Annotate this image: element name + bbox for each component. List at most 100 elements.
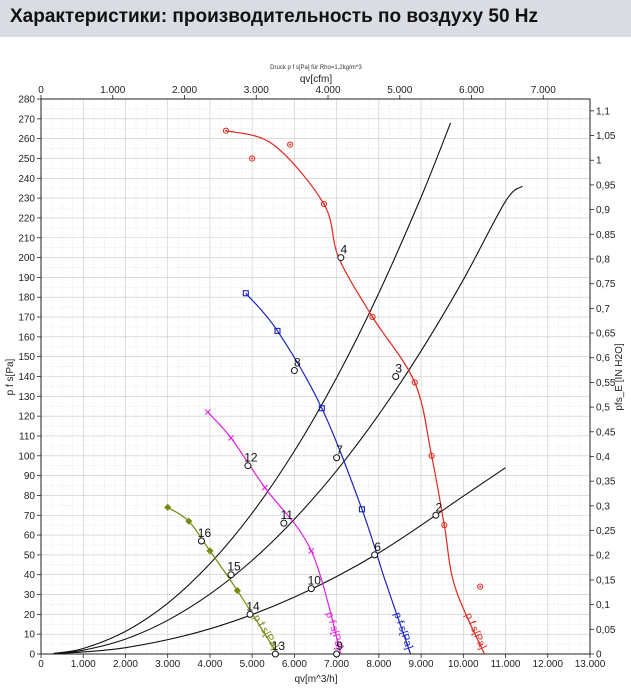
y2-tick-label: 0,65	[596, 329, 616, 340]
series-marker	[206, 547, 214, 555]
y-tick-label: 70	[24, 511, 36, 522]
y2-tick-label: 0,6	[596, 353, 610, 364]
y2-tick-label: 0,3	[596, 501, 610, 512]
y2-tick-label: 0,05	[596, 625, 616, 636]
y2-axis-label: pfs_E [IN H2O]	[614, 343, 625, 410]
series-marker	[233, 587, 241, 595]
series-marker-dot	[224, 129, 227, 132]
y-tick-label: 160	[18, 332, 35, 343]
y-tick-label: 20	[24, 610, 36, 621]
operating-point	[333, 650, 341, 658]
series-marker	[274, 327, 281, 334]
operating-point-label: 8	[294, 356, 301, 370]
y2-tick-label: 0,4	[596, 452, 610, 463]
operating-point-label: 10	[308, 574, 322, 588]
x2-tick-label: 1.000	[100, 85, 125, 96]
y-tick-label: 280	[18, 95, 35, 106]
y-tick-label: 200	[18, 253, 35, 264]
series-marker-dot	[430, 454, 433, 457]
y-tick-label: 240	[18, 174, 35, 185]
system-curve	[53, 122, 452, 654]
y2-tick-label: 0,7	[596, 304, 610, 315]
x2-tick-label: 7.000	[531, 85, 556, 96]
x-tick-label: 8.000	[366, 659, 391, 670]
y-tick-label: 250	[18, 154, 35, 165]
x-tick-label: 4.000	[197, 659, 222, 670]
operating-point	[246, 610, 254, 618]
x-tick-label: 12.000	[532, 659, 563, 670]
y-tick-label: 140	[18, 372, 35, 383]
y-tick-label: 80	[24, 491, 36, 502]
operating-point	[337, 254, 345, 262]
operating-point	[432, 511, 440, 519]
system-curve	[53, 185, 523, 655]
y-tick-label: 90	[24, 471, 36, 482]
y-tick-label: 120	[18, 412, 35, 423]
y-tick-label: 40	[24, 570, 36, 581]
x2-tick-label: 4.000	[316, 85, 341, 96]
y2-tick-label: 1,1	[596, 106, 610, 117]
y-tick-label: 180	[18, 293, 35, 304]
series-marker-dot	[322, 203, 325, 206]
operating-point	[290, 367, 298, 375]
y-tick-label: 0	[29, 650, 35, 661]
y-tick-label: 100	[18, 451, 35, 462]
y2-tick-label: 0,2	[596, 551, 610, 562]
chart-title: Druck p f s[Pa] für Rho=1,2kg/m^3	[270, 65, 362, 71]
series-marker	[428, 452, 435, 459]
y-tick-label: 110	[19, 431, 35, 442]
y-tick-label: 30	[24, 590, 36, 601]
x-tick-label: 11.000	[491, 659, 521, 670]
page-header: Характеристики: производительность по во…	[0, 0, 631, 37]
series-line	[207, 411, 342, 655]
operating-point-label: 13	[272, 639, 286, 653]
operating-point-label: 9	[336, 639, 343, 653]
x2-tick-label: 6.000	[459, 85, 484, 96]
operating-point-label: 2	[436, 500, 443, 514]
x2-tick-label: 0	[38, 85, 44, 96]
x2-tick-label: 5.000	[387, 85, 412, 96]
series-marker-dot	[413, 381, 416, 384]
operating-point	[227, 571, 235, 579]
y2-tick-label: 0,55	[596, 378, 616, 389]
series-marker-dot	[371, 316, 374, 319]
x2-tick-label: 2.000	[172, 85, 197, 96]
operating-point-label: 15	[227, 560, 241, 574]
y-axis-label: p f s[Pa]	[5, 358, 16, 395]
fan-curves: p f s[Pa]p f s[Pa]p f s[Pa]p f s[Pa]	[164, 127, 489, 655]
y2-tick-label: 0,25	[596, 526, 616, 537]
y-tick-label: 210	[18, 233, 35, 244]
series-marker	[185, 517, 193, 525]
operating-point	[371, 551, 379, 559]
y2-tick-label: 0,35	[596, 477, 616, 488]
x-tick-label: 5.000	[240, 659, 265, 670]
operating-point	[333, 454, 341, 462]
x-tick-label: 10.000	[448, 659, 479, 670]
series-marker	[204, 409, 211, 416]
series-marker	[287, 141, 294, 148]
operating-point-label: 6	[374, 540, 381, 554]
operating-point-label: 14	[246, 599, 260, 613]
x-tick-label: 9.000	[409, 659, 434, 670]
operating-point	[271, 650, 279, 658]
series-marker	[411, 379, 418, 386]
x-tick-label: 6.000	[282, 659, 307, 670]
grid	[40, 98, 591, 655]
y2-tick-label: 0,75	[596, 279, 616, 290]
operating-point	[197, 537, 205, 545]
y-tick-label: 50	[24, 550, 36, 561]
y2-tick-label: 0,1	[596, 600, 610, 611]
operating-point-label: 16	[198, 526, 212, 540]
axes: 0 1.000 2.000 3.000 4.000 5.000 6.000 7.000 8.00…	[18, 85, 616, 670]
y2-tick-label: 0,5	[596, 403, 610, 414]
y2-tick-label: 0	[596, 650, 602, 661]
system-curve	[53, 467, 506, 655]
series-marker	[320, 200, 328, 208]
x-tick-label: 7.000	[324, 659, 349, 670]
y-tick-label: 10	[24, 630, 36, 641]
series-marker	[358, 506, 366, 513]
series-line	[225, 130, 485, 655]
operating-point-label: 7	[336, 443, 343, 457]
y-tick-label: 260	[18, 134, 35, 145]
operating-point	[392, 373, 400, 380]
